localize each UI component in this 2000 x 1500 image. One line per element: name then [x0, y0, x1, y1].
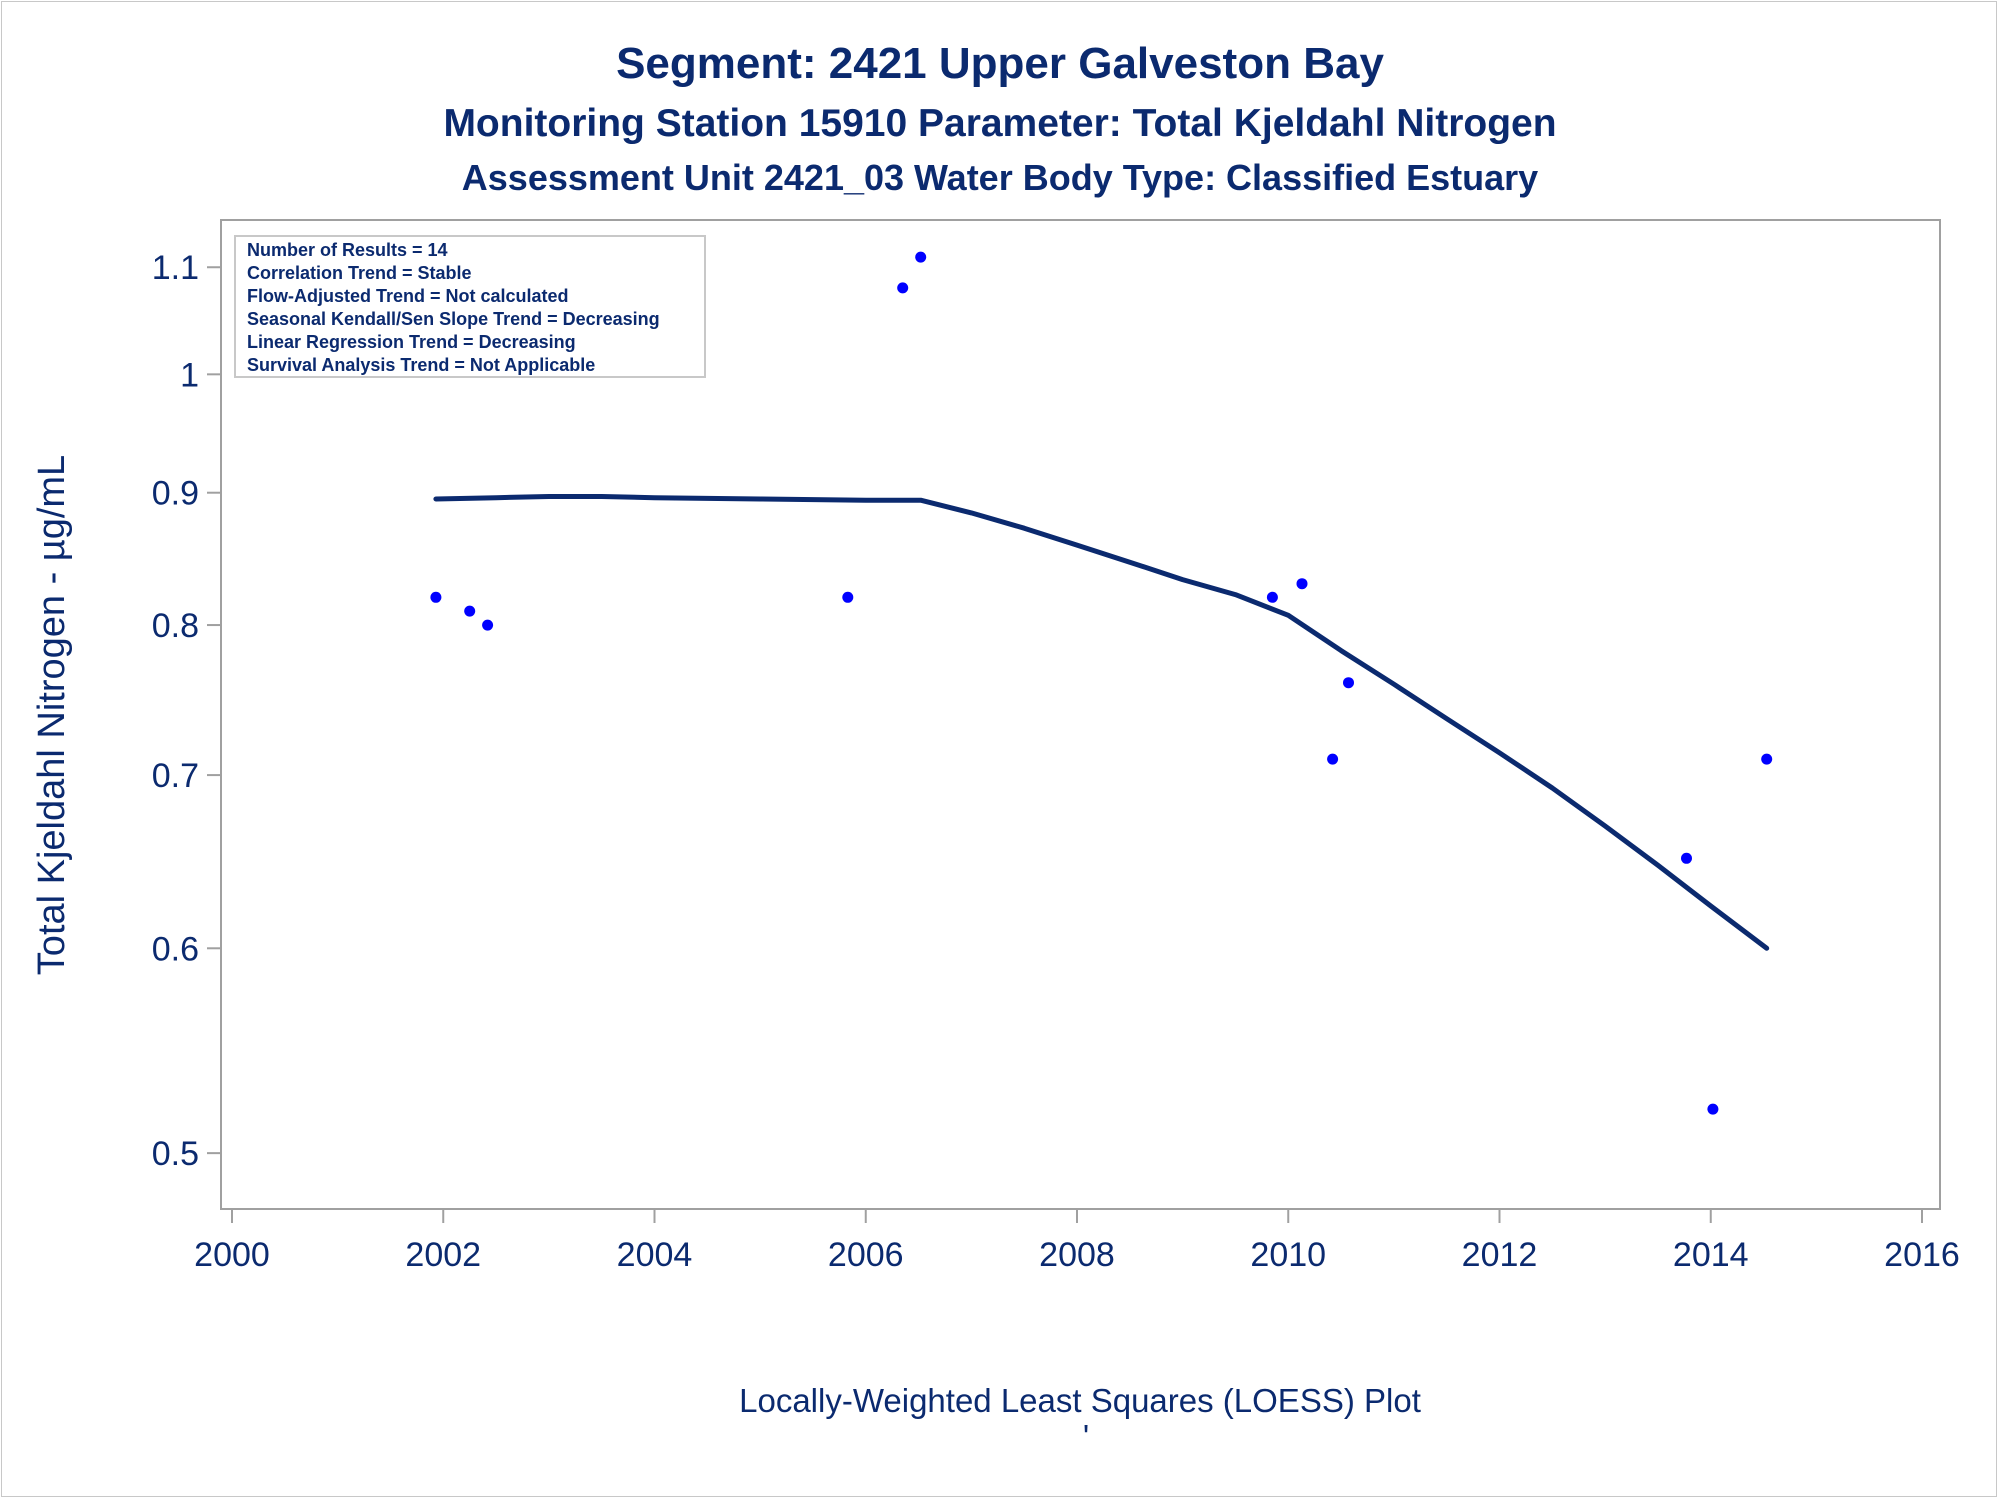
- y-tick-label: 0.8: [152, 607, 199, 645]
- loess-line: [433, 494, 1770, 951]
- x-tick-label: 2000: [194, 1236, 270, 1274]
- y-tick-label: 0.9: [152, 475, 199, 513]
- data-point: [464, 605, 476, 617]
- x-axis: 2000 2002 2004 2006 2008 2010 2012 2014 2016: [194, 1209, 1960, 1274]
- chart-subtitle: Monitoring Station 15910 Parameter: Tota…: [443, 102, 1556, 145]
- x-tick-label: 2006: [828, 1236, 904, 1274]
- stats-line-results: Number of Results = 14: [247, 240, 448, 260]
- loess-line-series: [433, 494, 1770, 951]
- x-tick-label: 2012: [1462, 1236, 1538, 1274]
- data-point: [1266, 591, 1278, 603]
- y-tick-label: 1: [180, 356, 199, 394]
- stats-line-flow-adjusted: Flow-Adjusted Trend = Not calculated: [247, 286, 569, 306]
- stats-box: Number of Results = 14 Correlation Trend…: [234, 235, 706, 378]
- chart-subtitle-2: Assessment Unit 2421_03 Water Body Type:…: [462, 157, 1538, 198]
- data-point: [1681, 852, 1692, 864]
- stats-line-seasonal-kendall: Seasonal Kendall/Sen Slope Trend = Decre…: [247, 309, 660, 329]
- y-tick-label: 0.6: [152, 930, 199, 968]
- data-point: [915, 251, 927, 263]
- chart-title: Segment: 2421 Upper Galveston Bay: [616, 39, 1384, 88]
- y-axis-label: Total Kjeldahl Nitrogen - µg/mL: [31, 455, 73, 975]
- x-tick-label: 2004: [617, 1236, 693, 1274]
- x-tick-label: 2002: [405, 1236, 481, 1274]
- plot-area: [220, 219, 1941, 1210]
- data-point: [430, 591, 442, 603]
- x-tick-label: 2014: [1673, 1236, 1749, 1274]
- y-tick-label: 1.1: [152, 249, 199, 287]
- x-tick-label: 2010: [1250, 1236, 1326, 1274]
- chart-footnote-mark: ': [1083, 1418, 1089, 1455]
- x-tick-label: 2016: [1884, 1236, 1960, 1274]
- stats-line-correlation: Correlation Trend = Stable: [247, 263, 472, 283]
- y-tick-label: 0.7: [152, 757, 199, 795]
- data-point: [1327, 753, 1339, 765]
- y-axis: 0.5 0.6 0.7 0.8 0.9 1 1.1: [152, 249, 221, 1173]
- stats-line-survival-analysis: Survival Analysis Trend = Not Applicable: [247, 355, 595, 375]
- x-tick-label: 2008: [1039, 1236, 1115, 1274]
- data-point: [482, 619, 494, 631]
- stats-line-linear-regression: Linear Regression Trend = Decreasing: [247, 332, 576, 352]
- y-tick-label: 0.5: [152, 1135, 199, 1173]
- data-point: [1343, 677, 1354, 689]
- data-point: [842, 591, 854, 603]
- data-point: [1707, 1103, 1719, 1115]
- data-point: [1296, 578, 1308, 590]
- stats-box-frame: [234, 235, 706, 378]
- chart-footnote: Locally-Weighted Least Squares (LOESS) P…: [739, 1382, 1421, 1419]
- data-point: [1761, 753, 1773, 765]
- data-point: [897, 282, 909, 294]
